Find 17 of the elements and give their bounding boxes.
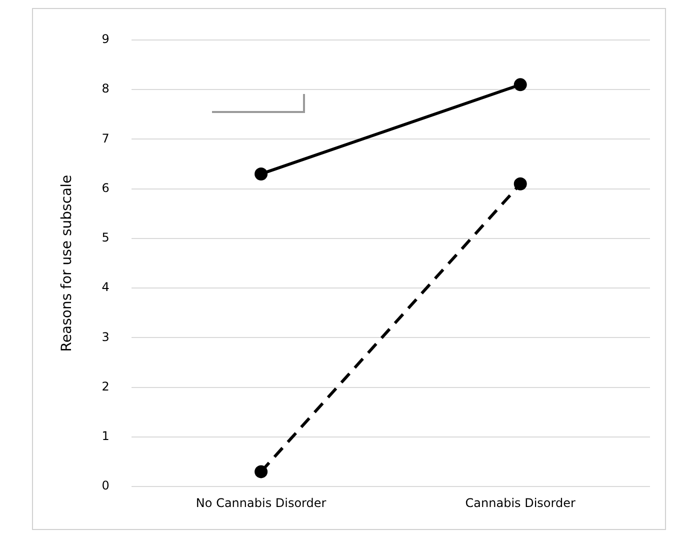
y-tick-label: 5 bbox=[102, 230, 110, 245]
x-tick-label: Cannabis Disorder bbox=[465, 496, 576, 510]
y-tick-label: 3 bbox=[102, 330, 110, 344]
y-tick-label: 4 bbox=[102, 280, 110, 294]
point bbox=[514, 177, 527, 190]
point bbox=[254, 167, 268, 180]
y-tick-label: 6 bbox=[102, 180, 110, 195]
y-axis-title: Reasons for use subscale bbox=[59, 174, 76, 352]
y-tick-label: 1 bbox=[102, 429, 110, 444]
point bbox=[254, 465, 268, 478]
y-tick-label: 7 bbox=[102, 131, 110, 146]
y-tick-label: 8 bbox=[102, 82, 110, 96]
point bbox=[514, 78, 527, 92]
x-tick-label: No Cannabis Disorder bbox=[196, 496, 326, 510]
y-tick-label: 0 bbox=[102, 478, 110, 493]
y-tick-label: 9 bbox=[102, 32, 110, 46]
y-tick-label: 2 bbox=[102, 379, 110, 394]
